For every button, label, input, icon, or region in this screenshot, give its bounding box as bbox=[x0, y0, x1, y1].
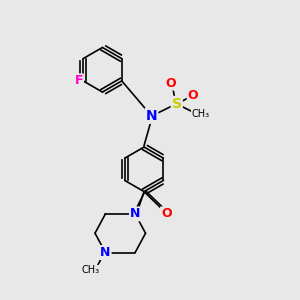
Text: O: O bbox=[188, 88, 198, 101]
Text: N: N bbox=[130, 207, 140, 220]
Text: CH₃: CH₃ bbox=[191, 109, 210, 119]
Text: O: O bbox=[166, 76, 176, 90]
Text: O: O bbox=[161, 207, 172, 220]
Text: CH₃: CH₃ bbox=[82, 266, 100, 275]
Text: F: F bbox=[74, 74, 83, 87]
Text: N: N bbox=[100, 246, 111, 259]
Text: N: N bbox=[146, 109, 157, 123]
Text: S: S bbox=[172, 97, 182, 111]
